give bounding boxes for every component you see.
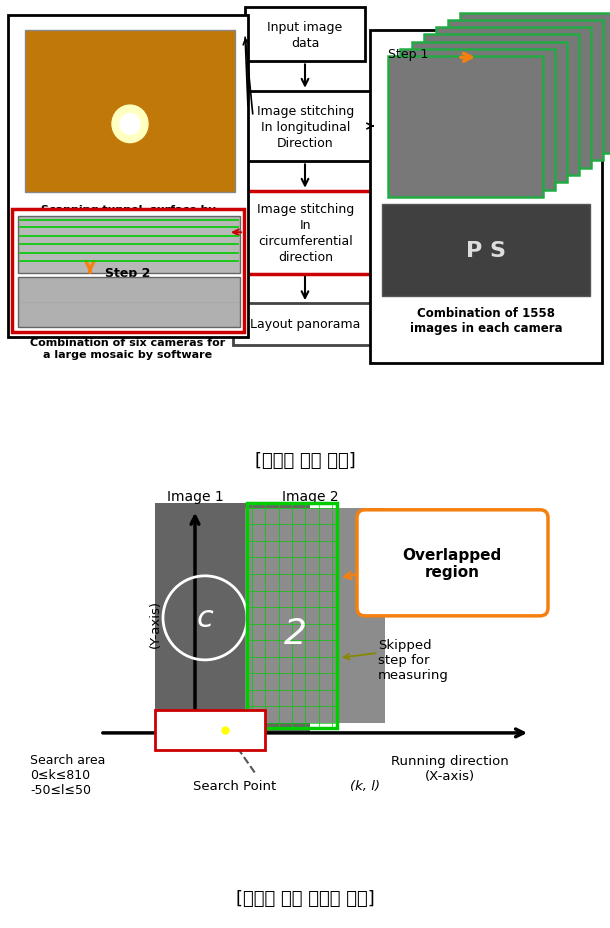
Bar [245,8,365,62]
Bar [424,35,579,175]
Bar [412,43,567,183]
Bar [8,16,248,338]
Bar [12,210,244,333]
Text: c: c [196,604,214,633]
Text: Step 1: Step 1 [388,47,428,60]
Bar [448,20,603,161]
Text: Image 1: Image 1 [167,489,223,503]
Bar [18,216,240,274]
Ellipse shape [65,71,195,170]
Text: Step 2: Step 2 [105,267,151,280]
Text: [이미지 접합 절차]: [이미지 접합 절차] [254,452,356,470]
Text: Combination of six cameras for
a large mosaic by software: Combination of six cameras for a large m… [30,338,226,360]
Text: Running direction
(X-axis): Running direction (X-axis) [391,754,509,782]
Text: Skipped
step for
measuring: Skipped step for measuring [378,638,449,681]
Text: Overlapped
region: Overlapped region [403,547,501,579]
Bar [155,710,265,750]
Text: Search area
0≤k≤810
-50≤l≤50: Search area 0≤k≤810 -50≤l≤50 [30,754,106,796]
Bar [233,92,378,162]
FancyBboxPatch shape [357,510,548,616]
Text: Input image
data: Input image data [267,21,343,50]
Bar [436,28,591,169]
Text: (Y-axis): (Y-axis) [148,599,162,647]
Bar [245,509,385,723]
Text: Image stitching
In longitudinal
Direction: Image stitching In longitudinal Directio… [257,105,354,149]
Ellipse shape [106,95,154,145]
Bar [155,503,310,733]
Ellipse shape [46,58,215,182]
Bar [247,503,337,728]
Bar [382,205,590,296]
Text: [유사도 기반 이미지 매칭]: [유사도 기반 이미지 매칭] [235,889,375,907]
Bar [370,32,602,364]
Ellipse shape [35,51,224,188]
Text: Image 2: Image 2 [282,489,339,503]
Bar [388,58,543,198]
Text: Image stitching
In
circumferential
direction: Image stitching In circumferential direc… [257,202,354,264]
Text: Layout panorama: Layout panorama [250,318,361,331]
Bar [400,50,555,190]
Circle shape [120,114,140,135]
Circle shape [112,106,148,144]
Bar [233,303,378,345]
Text: Search Point: Search Point [193,780,276,793]
Text: P S: P S [466,240,506,261]
Ellipse shape [56,64,204,176]
Text: (k, l): (k, l) [350,780,380,793]
Bar [228,191,383,275]
Text: Scanning tunnel  surface by
A image acquisition device: Scanning tunnel surface by A image acqui… [41,205,215,226]
Bar [18,277,240,328]
Bar [25,32,235,192]
Ellipse shape [85,83,174,157]
Text: 2: 2 [284,616,306,651]
Ellipse shape [76,76,184,163]
Ellipse shape [96,89,165,151]
Text: Combination of 1558
images in each camera: Combination of 1558 images in each camer… [410,307,562,335]
Bar [460,14,610,154]
